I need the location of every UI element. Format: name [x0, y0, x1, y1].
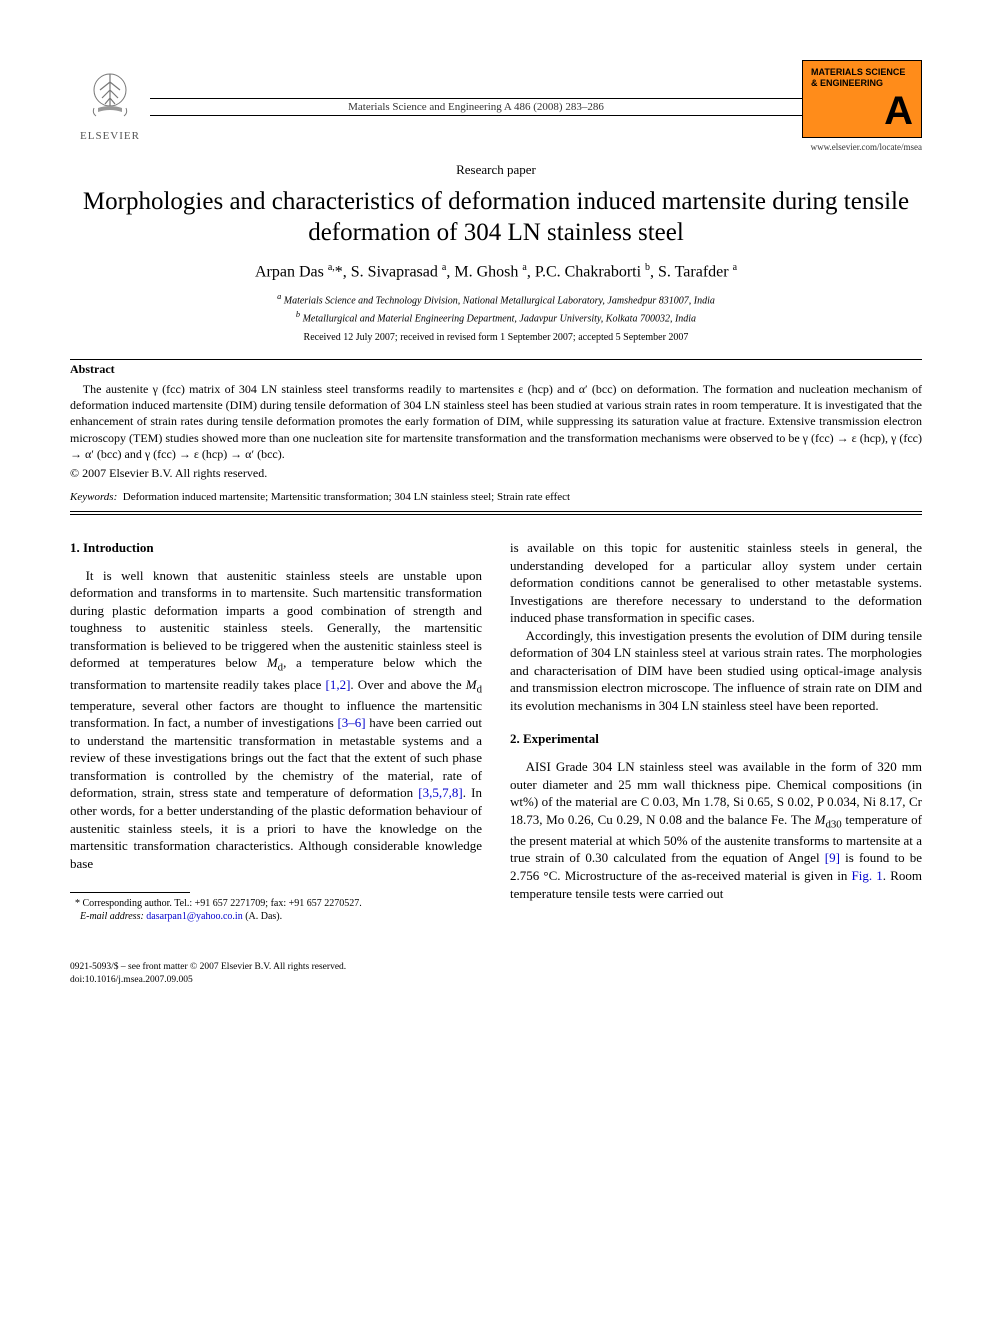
section-2-heading: 2. Experimental	[510, 730, 922, 748]
journal-reference-wrap: Materials Science and Engineering A 486 …	[150, 60, 802, 118]
publisher-name: ELSEVIER	[80, 130, 140, 142]
corresponding-author-footnote: * Corresponding author. Tel.: +91 657 22…	[70, 897, 482, 923]
doi-line: doi:10.1016/j.msea.2007.09.005	[70, 974, 482, 986]
journal-logo-title: MATERIALS SCIENCE & ENGINEERING	[811, 67, 913, 89]
footnote-text: Corresponding author. Tel.: +91 657 2271…	[83, 898, 362, 909]
ref-link[interactable]: [3,5,7,8]	[418, 785, 462, 800]
paper-title: Morphologies and characteristics of defo…	[70, 186, 922, 249]
affiliation-a: a Materials Science and Technology Divis…	[70, 291, 922, 308]
article-dates: Received 12 July 2007; received in revis…	[70, 332, 922, 343]
keywords: Keywords: Deformation induced martensite…	[70, 491, 922, 503]
front-matter-line-1: 0921-5093/$ – see front matter © 2007 El…	[70, 961, 482, 973]
footnote-rule	[70, 892, 190, 893]
keywords-label: Keywords:	[70, 491, 117, 503]
journal-logo-block: MATERIALS SCIENCE & ENGINEERING A www.el…	[802, 60, 922, 152]
section-1-para-1: It is well known that austenitic stainle…	[70, 567, 482, 873]
journal-url: www.elsevier.com/locate/msea	[802, 142, 922, 152]
abstract-text: The austenite γ (fcc) matrix of 304 LN s…	[70, 381, 922, 462]
email-suffix: (A. Das).	[245, 911, 282, 922]
author-email-link[interactable]: dasarpan1@yahoo.co.in	[146, 911, 242, 922]
publisher-logo: ELSEVIER	[70, 60, 150, 150]
figure-link[interactable]: Fig. 1	[852, 868, 883, 883]
affiliation-b: b Metallurgical and Material Engineering…	[70, 309, 922, 326]
section-1-para-2: Accordingly, this investigation presents…	[510, 627, 922, 715]
right-column: is available on this topic for austeniti…	[510, 539, 922, 986]
ref-link[interactable]: [1,2]	[325, 677, 350, 692]
left-column: 1. Introduction It is well known that au…	[70, 539, 482, 986]
journal-logo-letter: A	[811, 91, 913, 131]
abstract-heading: Abstract	[70, 362, 922, 377]
front-matter-block: 0921-5093/$ – see front matter © 2007 El…	[70, 961, 482, 986]
section-1-heading: 1. Introduction	[70, 539, 482, 557]
journal-reference: Materials Science and Engineering A 486 …	[150, 101, 802, 113]
paper-type: Research paper	[70, 162, 922, 178]
rule	[70, 359, 922, 360]
journal-logo-box: MATERIALS SCIENCE & ENGINEERING A	[802, 60, 922, 138]
section-2-para-1: AISI Grade 304 LN stainless steel was av…	[510, 758, 922, 902]
affiliations: a Materials Science and Technology Divis…	[70, 291, 922, 326]
email-label: E-mail address:	[80, 911, 144, 922]
abstract-copyright: © 2007 Elsevier B.V. All rights reserved…	[70, 466, 922, 481]
ref-link[interactable]: [9]	[825, 850, 840, 865]
body-columns: 1. Introduction It is well known that au…	[70, 539, 922, 986]
double-rule	[70, 511, 922, 515]
authors: Arpan Das a,*, S. Sivaprasad a, M. Ghosh…	[70, 262, 922, 281]
keywords-text: Deformation induced martensite; Martensi…	[123, 491, 570, 503]
section-1-para-1-cont: is available on this topic for austeniti…	[510, 539, 922, 627]
ref-link[interactable]: [3–6]	[337, 715, 365, 730]
footnote-marker: *	[75, 898, 80, 909]
elsevier-tree-icon	[80, 68, 140, 128]
page-header: ELSEVIER Materials Science and Engineeri…	[70, 60, 922, 152]
